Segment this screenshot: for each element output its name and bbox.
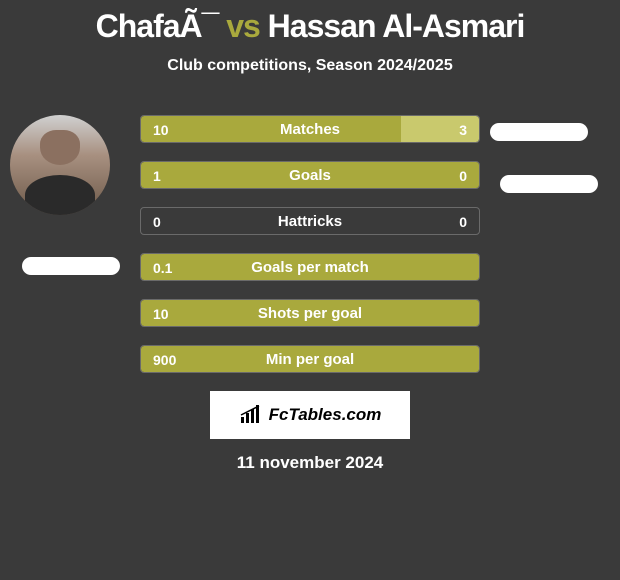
fctables-badge-text: FcTables.com <box>269 405 382 425</box>
stat-value-left: 1 <box>153 162 161 189</box>
stat-row: 10 3 Matches <box>140 115 480 143</box>
stat-label: Goals per match <box>251 254 369 281</box>
stat-label: Shots per goal <box>258 300 362 327</box>
player-name-pill-right-1 <box>490 123 588 141</box>
stat-rows: 103Matches10Goals00Hattricks0.1Goals per… <box>140 115 480 373</box>
page-title: ChafaÃ¯ vs Hassan Al-Asmari <box>0 0 620 45</box>
player-name-pill-left <box>22 257 120 275</box>
stat-value-right: 3 <box>459 116 467 143</box>
content-area: 103Matches10Goals00Hattricks0.1Goals per… <box>0 115 620 473</box>
stat-value-left: 900 <box>153 346 176 373</box>
subtitle: Club competitions, Season 2024/2025 <box>0 57 620 75</box>
player-name-pill-right-2 <box>500 175 598 193</box>
title-player-left: ChafaÃ¯ <box>96 8 219 44</box>
stat-row: 10 Shots per goal <box>140 299 480 327</box>
stat-fill-right <box>401 116 479 142</box>
date-text: 11 november 2024 <box>0 453 620 473</box>
player-avatar-left <box>10 115 110 215</box>
stat-value-right: 0 <box>459 208 467 235</box>
stat-label: Min per goal <box>266 346 354 373</box>
stat-label: Goals <box>289 162 331 189</box>
stat-value-left: 0.1 <box>153 254 172 281</box>
title-vs: vs <box>226 8 260 44</box>
stat-row: 0 0 Hattricks <box>140 207 480 235</box>
stat-row: 900 Min per goal <box>140 345 480 373</box>
stat-value-right: 0 <box>459 162 467 189</box>
stat-label: Hattricks <box>278 208 342 235</box>
stat-row: 1 0 Goals <box>140 161 480 189</box>
fctables-logo-icon <box>239 405 263 425</box>
stat-row: 0.1 Goals per match <box>140 253 480 281</box>
stat-value-left: 0 <box>153 208 161 235</box>
stat-value-left: 10 <box>153 116 169 143</box>
title-player-right: Hassan Al-Asmari <box>268 8 525 44</box>
infographic-container: ChafaÃ¯ vs Hassan Al-Asmari Club competi… <box>0 0 620 473</box>
stat-label: Matches <box>280 116 340 143</box>
stat-value-left: 10 <box>153 300 169 327</box>
stat-fill-left <box>141 116 401 142</box>
fctables-badge: FcTables.com <box>210 391 410 439</box>
